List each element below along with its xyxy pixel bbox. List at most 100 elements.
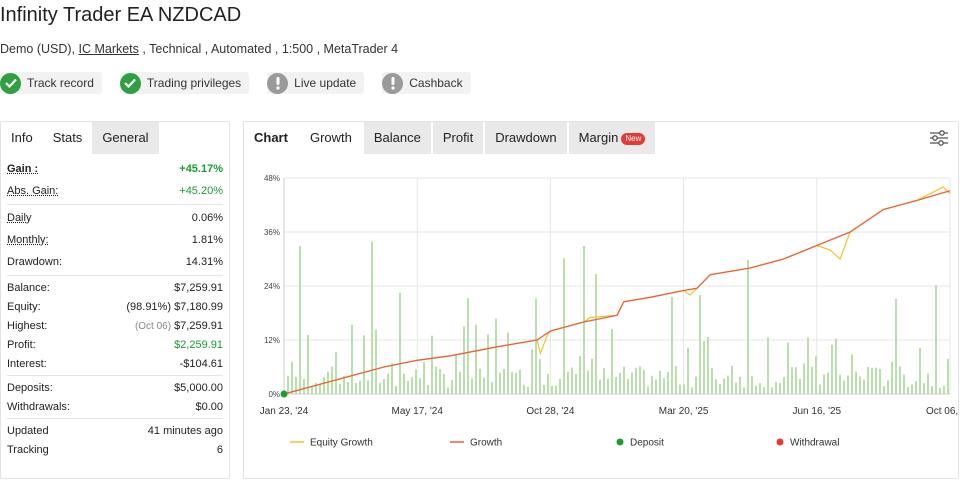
badge-live-update[interactable]: Live update xyxy=(267,72,365,94)
activity-bar xyxy=(895,298,897,394)
stat-drawdown: Drawdown: 14.31% xyxy=(7,251,223,273)
tab-drawdown[interactable]: Drawdown xyxy=(485,122,567,154)
activity-bar xyxy=(651,375,653,394)
activity-bar xyxy=(403,373,405,394)
activity-bar xyxy=(907,386,909,394)
tab-profit[interactable]: Profit xyxy=(432,122,484,154)
activity-bar xyxy=(887,380,889,394)
activity-bar xyxy=(419,378,421,394)
tab-general[interactable]: General xyxy=(92,122,159,154)
y-tick-label: 24% xyxy=(264,282,280,291)
deposit-marker xyxy=(280,390,288,398)
activity-bar xyxy=(499,372,501,394)
tab-stats[interactable]: Stats xyxy=(42,122,93,154)
highest-date: (Oct 06) xyxy=(134,320,172,332)
activity-bar xyxy=(379,382,381,394)
broker-link[interactable]: IC Markets xyxy=(78,42,139,56)
badge-track-record[interactable]: Track record xyxy=(0,72,102,94)
legend-withdrawal[interactable]: Withdrawal xyxy=(776,438,840,449)
activity-bar xyxy=(719,384,721,394)
legend-equity-growth[interactable]: Equity Growth xyxy=(290,438,373,449)
activity-bar xyxy=(731,365,733,394)
activity-bar xyxy=(447,387,449,394)
activity-bar xyxy=(815,356,817,394)
sliders-icon[interactable] xyxy=(930,130,948,151)
tab-info[interactable]: Info xyxy=(1,122,43,154)
activity-bar xyxy=(407,380,409,394)
x-tick-label: Oct 28, '24 xyxy=(526,406,574,417)
badge-cashback[interactable]: Cashback xyxy=(382,72,471,94)
badge-label: Track record xyxy=(27,76,94,90)
activity-bar xyxy=(587,370,589,394)
activity-bar xyxy=(571,367,573,394)
legend-growth[interactable]: Growth xyxy=(450,438,502,449)
stat-label[interactable]: Daily xyxy=(7,212,32,224)
activity-bar xyxy=(659,370,661,394)
stat-value: +45.17% xyxy=(179,163,223,175)
activity-bar xyxy=(855,371,857,394)
x-tick-label: Jun 16, '25 xyxy=(792,406,841,417)
tab-growth[interactable]: Growth xyxy=(299,122,362,154)
activity-bar xyxy=(495,318,497,394)
badge-label: Cashback xyxy=(409,76,463,90)
activity-bar xyxy=(335,351,337,394)
activity-bar xyxy=(331,366,333,394)
stat-profit: Profit: $2,259.91 xyxy=(7,335,223,354)
activity-bar xyxy=(631,372,633,394)
activity-bar xyxy=(675,366,677,394)
activity-bar xyxy=(575,373,577,394)
activity-bar xyxy=(391,362,393,394)
activity-bar xyxy=(839,374,841,394)
activity-bar xyxy=(935,285,937,394)
stat-label: Withdrawals: xyxy=(7,400,70,413)
activity-bar xyxy=(835,338,837,394)
activity-bar xyxy=(459,371,461,394)
activity-bar xyxy=(623,366,625,394)
stat-label[interactable]: Gain : xyxy=(7,163,39,175)
activity-bar xyxy=(663,378,665,394)
legend-deposit[interactable]: Deposit xyxy=(616,438,665,449)
activity-bar xyxy=(475,324,477,394)
activity-bar xyxy=(423,362,425,394)
activity-bar xyxy=(291,361,293,394)
activity-bar xyxy=(539,359,541,394)
activity-bar xyxy=(603,368,605,394)
tab-balance[interactable]: Balance xyxy=(363,122,431,154)
tab-chart[interactable]: Chart xyxy=(244,122,298,154)
stat-label[interactable]: Monthly: xyxy=(7,234,49,246)
activity-bar xyxy=(351,324,353,394)
stat-label: Updated xyxy=(7,424,49,437)
activity-bar xyxy=(903,374,905,394)
activity-bar xyxy=(635,367,637,394)
badge-trading-privileges[interactable]: Trading privileges xyxy=(119,72,250,94)
stat-interest: Interest: -$104.61 xyxy=(7,354,223,373)
divider xyxy=(7,275,223,276)
activity-bar xyxy=(615,377,617,394)
y-tick-label: 36% xyxy=(264,228,280,237)
y-tick-label: 0% xyxy=(268,390,280,399)
activity-bar xyxy=(691,387,693,394)
activity-bar xyxy=(867,366,869,394)
activity-bar xyxy=(711,368,713,394)
activity-bar xyxy=(671,297,673,394)
activity-bar xyxy=(371,241,373,394)
activity-bar xyxy=(723,378,725,394)
series-equity-growth-line xyxy=(283,186,951,395)
activity-bar xyxy=(339,383,341,394)
check-icon xyxy=(119,72,141,94)
activity-bar xyxy=(871,367,873,394)
stats-tabs: Info Stats General xyxy=(1,122,229,154)
activity-bar xyxy=(943,385,945,394)
tab-margin[interactable]: Margin New xyxy=(568,122,656,154)
activity-bar xyxy=(743,387,745,394)
x-tick-label: May 17, '24 xyxy=(392,406,444,417)
stat-label[interactable]: Abs. Gain: xyxy=(7,185,59,197)
stat-abs-gain: Abs. Gain: +45.20% xyxy=(7,180,223,202)
stat-value: $0.00 xyxy=(195,400,223,413)
activity-bar xyxy=(559,378,561,394)
activity-bar xyxy=(547,373,549,394)
activity-bar xyxy=(519,369,521,394)
activity-bar xyxy=(363,335,365,394)
growth-chart[interactable]: 0% 12% 24% 36% 48% Jan 23, '24 May 17, '24 Oct… xyxy=(244,154,958,476)
activity-bar xyxy=(527,386,529,394)
